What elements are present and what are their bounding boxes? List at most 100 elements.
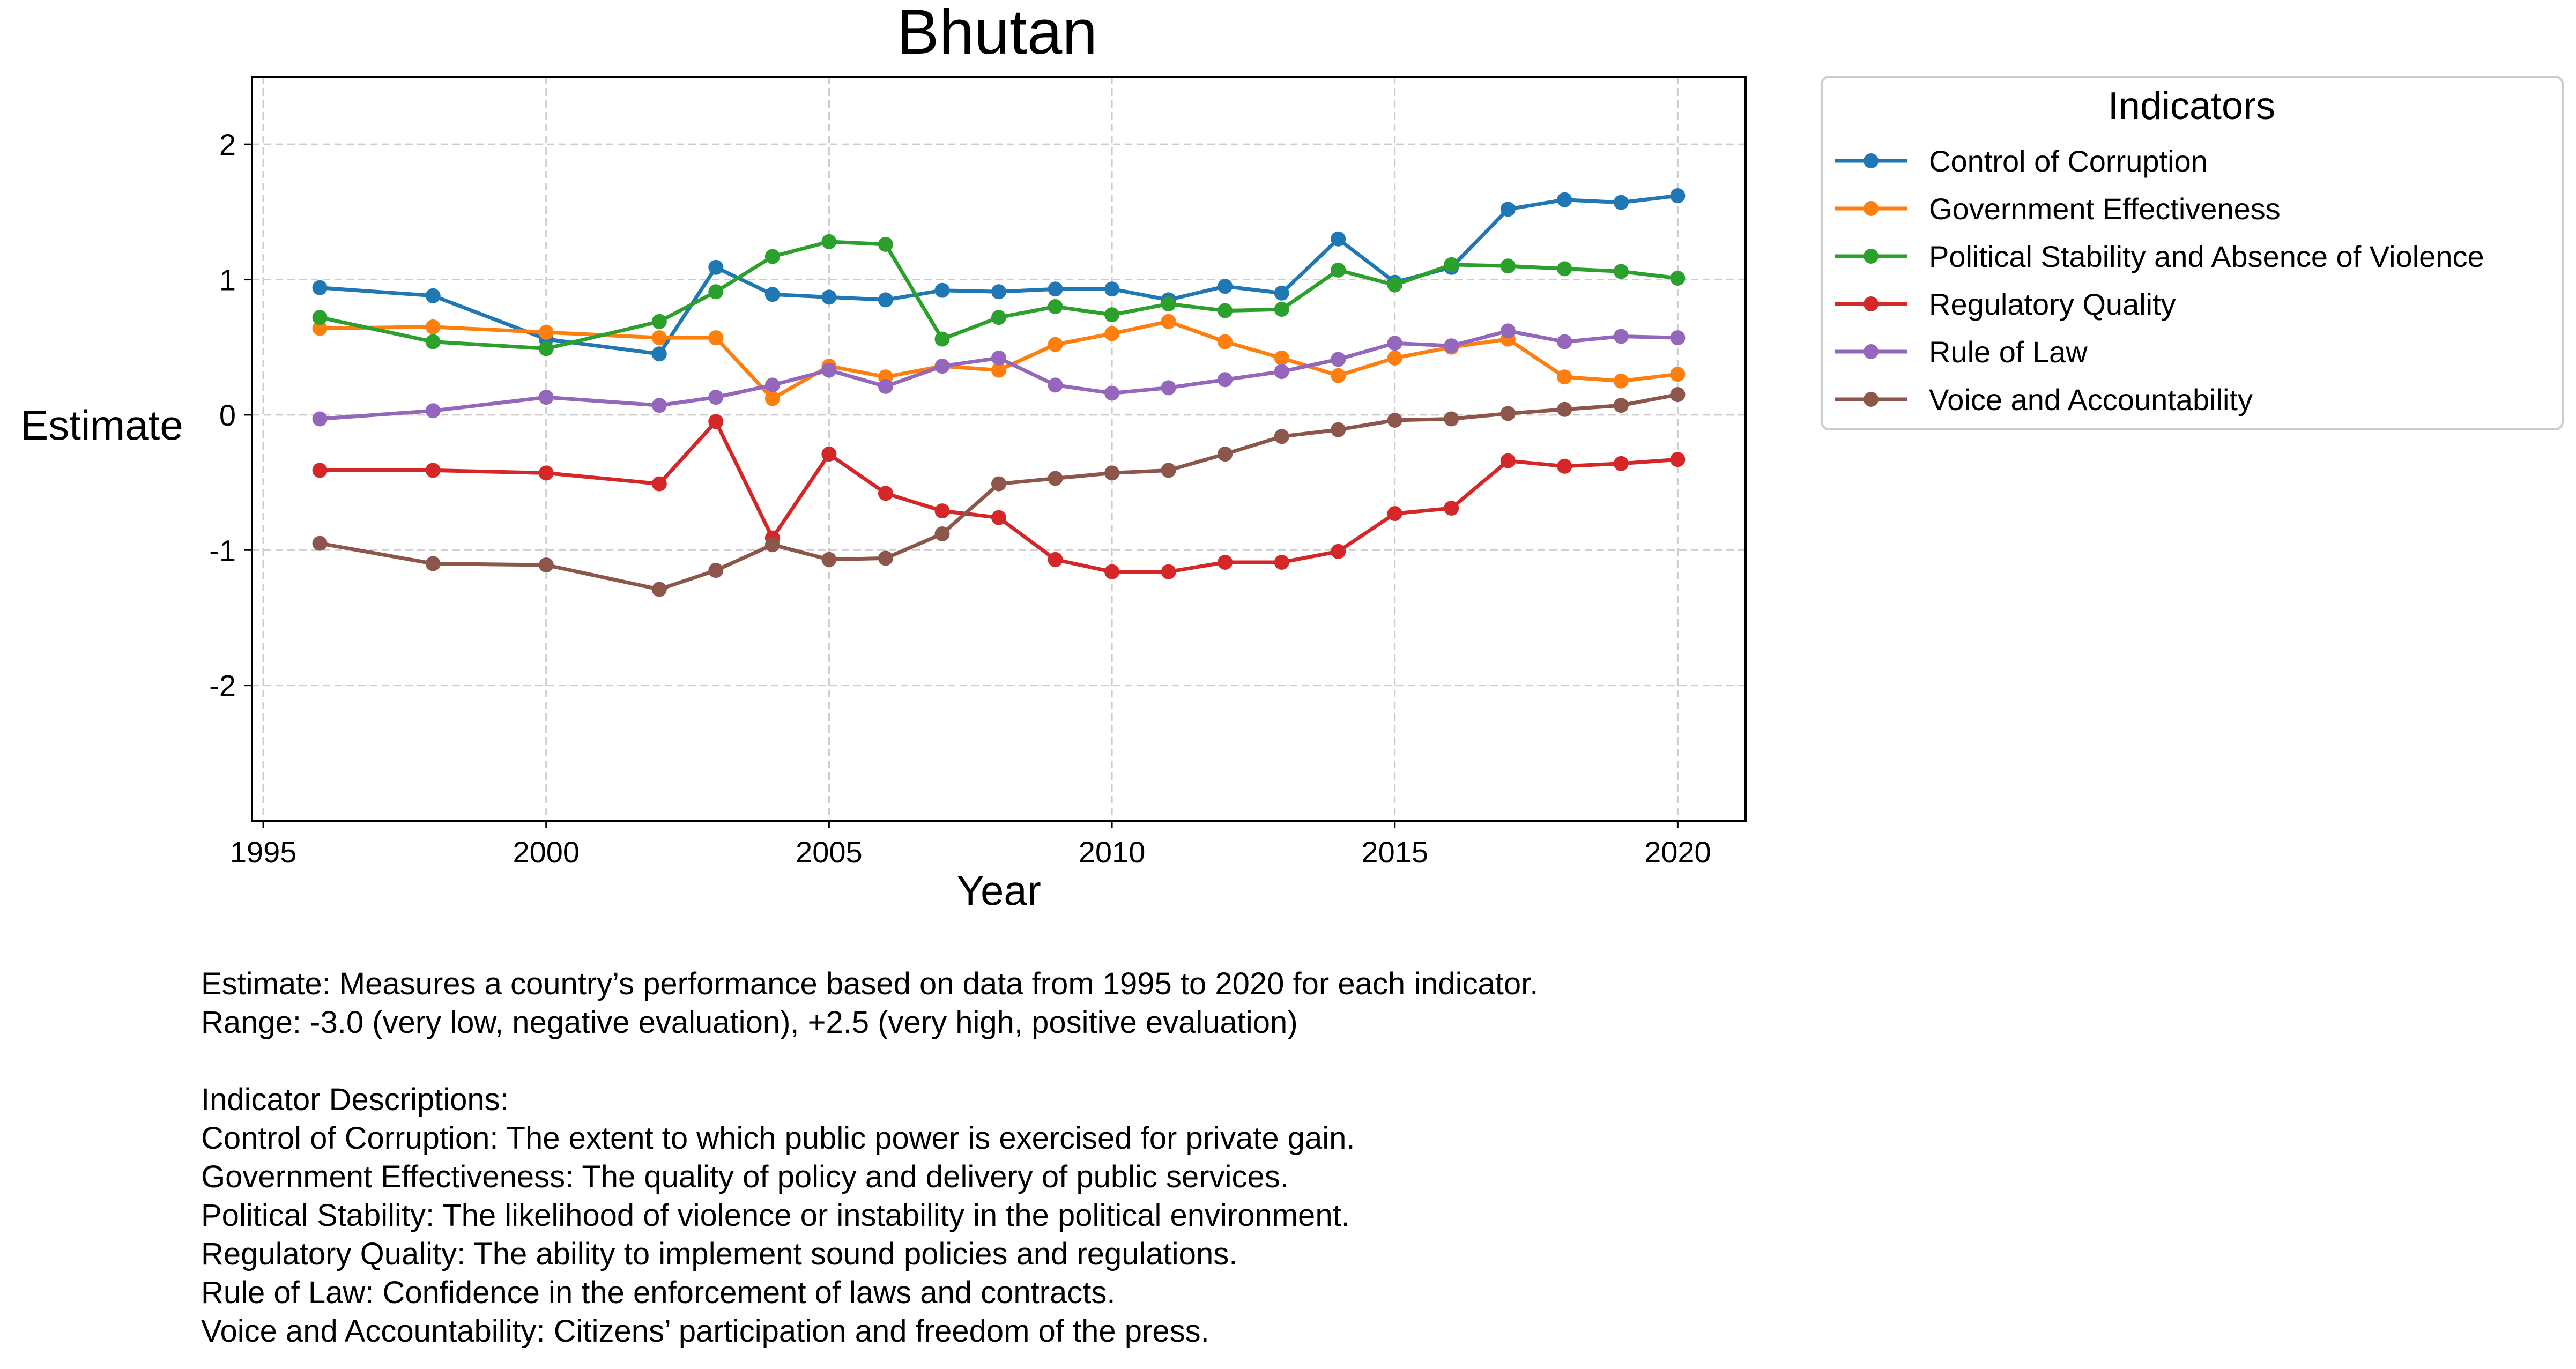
series-3 — [312, 414, 1686, 579]
data-point — [425, 288, 441, 303]
legend-item: Political Stability and Absence of Viole… — [1835, 240, 2484, 273]
data-point — [1331, 544, 1346, 559]
data-point — [1500, 258, 1516, 274]
data-point — [1557, 192, 1572, 207]
data-point — [651, 346, 667, 362]
data-point — [878, 486, 893, 501]
data-point — [651, 398, 667, 413]
y-tick-label: 0 — [219, 398, 236, 432]
data-point — [1613, 195, 1629, 210]
series-group — [312, 188, 1686, 597]
legend-swatch-marker — [1864, 153, 1879, 168]
data-point — [764, 287, 780, 302]
series-line — [319, 240, 1678, 351]
data-point — [1331, 352, 1346, 367]
data-point — [538, 465, 554, 481]
x-tick-label: 1995 — [230, 835, 297, 869]
legend-label: Political Stability and Absence of Viole… — [1929, 240, 2484, 273]
data-point — [1500, 323, 1516, 339]
data-point — [1104, 385, 1120, 401]
data-point — [1161, 296, 1176, 311]
data-point — [821, 552, 837, 567]
data-point — [1048, 337, 1063, 352]
legend: Indicators Control of Corruption Governme… — [1821, 76, 2564, 430]
data-point — [1387, 277, 1402, 293]
data-point — [708, 414, 724, 429]
data-point — [1048, 281, 1063, 297]
note-range: Range: -3.0 (very low, negative evaluati… — [201, 1005, 1298, 1040]
legend-swatch-marker — [1864, 201, 1879, 216]
data-point — [1331, 368, 1346, 383]
series-line — [320, 420, 1678, 574]
x-tick-label: 2010 — [1079, 835, 1146, 869]
data-point — [425, 403, 441, 419]
data-point — [1161, 380, 1176, 396]
data-point — [708, 330, 724, 346]
data-point — [934, 503, 950, 519]
x-axis-label: Year — [956, 867, 1041, 914]
data-point — [1613, 264, 1629, 279]
data-point — [821, 234, 837, 249]
x-tick-label: 2005 — [796, 835, 863, 869]
data-point — [312, 463, 328, 478]
x-tick-label: 2015 — [1361, 835, 1428, 869]
data-point — [1557, 458, 1572, 474]
data-point — [708, 259, 724, 275]
data-point — [991, 284, 1006, 300]
data-point — [651, 314, 667, 329]
data-point — [1274, 429, 1289, 444]
data-point — [1613, 373, 1629, 389]
data-point — [1331, 231, 1346, 247]
data-point — [878, 292, 893, 308]
legend-label: Government Effectiveness — [1929, 192, 2281, 226]
data-point — [1104, 326, 1120, 341]
data-point — [934, 526, 950, 541]
data-point — [821, 447, 837, 462]
data-point — [538, 557, 554, 572]
data-point — [1218, 303, 1233, 318]
legend-label: Rule of Law — [1929, 335, 2088, 369]
data-point — [1557, 401, 1572, 417]
data-point — [1670, 330, 1686, 346]
data-point — [1613, 329, 1629, 344]
series-4 — [312, 323, 1686, 427]
data-point — [1670, 367, 1686, 382]
legend-label: Regulatory Quality — [1929, 287, 2176, 321]
data-point — [991, 362, 1006, 378]
data-point — [991, 310, 1006, 325]
data-point — [538, 325, 554, 340]
x-tick-label: 2000 — [513, 835, 580, 869]
legend-swatch-marker — [1864, 296, 1879, 311]
series-line — [320, 319, 1678, 401]
note-estimate: Estimate: Measures a country’s performan… — [201, 966, 1539, 1001]
data-point — [1274, 555, 1289, 570]
legend-item: Government Effectiveness — [1835, 192, 2281, 226]
data-point — [878, 378, 893, 394]
data-point — [934, 331, 950, 347]
note-spacer — [201, 1042, 1538, 1081]
data-point — [1557, 261, 1572, 277]
data-point — [934, 359, 950, 374]
data-point — [764, 391, 780, 406]
data-point — [312, 535, 328, 551]
data-point — [1104, 564, 1120, 579]
legend-item: Rule of Law — [1835, 335, 2088, 369]
data-point — [1048, 299, 1063, 314]
data-point — [312, 321, 328, 336]
data-point — [538, 341, 554, 356]
data-point — [991, 350, 1006, 366]
data-point — [708, 390, 724, 405]
notes-block: Estimate: Measures a country’s performan… — [201, 965, 1538, 1351]
note-voice: Voice and Accountability: Citizens’ part… — [201, 1314, 1209, 1349]
series-2 — [312, 234, 1686, 356]
data-point — [425, 556, 441, 571]
series-line — [320, 194, 1678, 356]
data-point — [1444, 501, 1459, 516]
data-point — [1670, 271, 1686, 286]
legend-title: Indicators — [2108, 85, 2275, 128]
data-point — [1218, 334, 1233, 349]
data-point — [1444, 257, 1459, 272]
data-point — [1274, 364, 1289, 380]
legend-frame — [1821, 76, 2564, 430]
